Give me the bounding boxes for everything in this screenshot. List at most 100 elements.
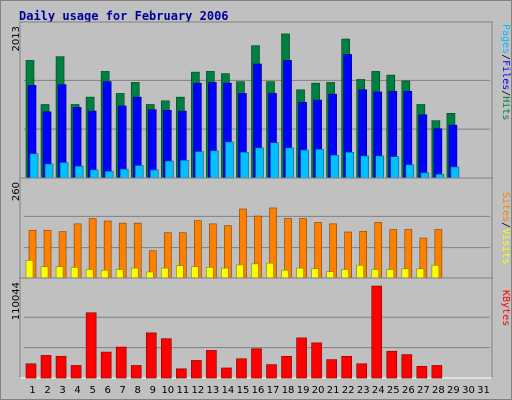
x-tick-label: 12	[192, 385, 205, 396]
bar-pages-day-25	[390, 156, 400, 179]
legend-kbytes: KBytes	[500, 290, 511, 326]
bar-pages-day-27	[420, 172, 430, 179]
bar-kbytes-day-28	[431, 365, 443, 379]
x-tick-label: 25	[387, 385, 400, 396]
bar-pages-day-13	[210, 150, 219, 179]
x-tick-label: 27	[417, 385, 430, 396]
chart-panels: 2013 Pages/Files/Hits 260 Sites/Visits 11004…	[11, 21, 511, 379]
bar-kbytes-day-13	[206, 350, 217, 379]
bar-pages-day-4	[74, 165, 84, 179]
bar-kbytes-day-5	[85, 312, 97, 379]
bar-pages-day-26	[405, 164, 415, 179]
bar-visits-day-19	[296, 267, 304, 279]
x-tick-label: 9	[150, 385, 156, 396]
x-tick-label: 16	[252, 385, 265, 396]
bar-pages-day-10	[164, 160, 174, 179]
bar-kbytes-day-17	[266, 364, 277, 379]
x-tick-label: 11	[176, 385, 189, 396]
bar-kbytes-day-16	[251, 348, 262, 379]
x-tick-label: 8	[135, 385, 141, 396]
x-tick-label: 15	[237, 385, 250, 396]
x-tick-label: 13	[207, 385, 220, 396]
bar-kbytes-day-3	[55, 355, 67, 379]
bar-visits-day-16	[251, 263, 259, 279]
bar-pages-day-12	[195, 151, 204, 179]
bar-pages-day-21	[330, 154, 339, 179]
x-tick-label: 14	[222, 385, 235, 396]
x-tick-label: 19	[297, 385, 310, 396]
legend-pages: Pages	[500, 24, 511, 54]
bar-visits-day-15	[236, 264, 244, 279]
panel-legend: KBytes	[500, 290, 511, 326]
bar-visits-day-12	[191, 266, 199, 279]
bar-pages-day-5	[89, 169, 99, 179]
bar-visits-day-24	[371, 269, 380, 279]
bar-visits-day-21	[326, 271, 334, 279]
x-tick-label: 4	[74, 385, 80, 396]
bar-pages-day-3	[59, 162, 69, 179]
bar-kbytes-day-14	[221, 367, 232, 379]
bar-kbytes-day-19	[296, 337, 307, 379]
bar-kbytes-day-18	[281, 355, 292, 379]
bar-pages-day-8	[134, 165, 144, 179]
x-tick-label: 17	[267, 385, 280, 396]
bar-kbytes-day-10	[160, 338, 172, 379]
bar-files-day-27	[418, 114, 428, 179]
bar-pages-day-2	[44, 163, 54, 179]
x-tick-label: 28	[432, 385, 445, 396]
bar-visits-day-23	[356, 264, 365, 279]
bar-kbytes-day-27	[416, 365, 428, 379]
bar-visits-day-4	[70, 267, 79, 279]
x-tick-label: 29	[447, 385, 460, 396]
bar-kbytes-day-20	[311, 342, 322, 379]
x-tick-label: 20	[312, 385, 325, 396]
chart-title: Daily usage for February 2006	[19, 9, 229, 23]
x-tick-label: 26	[402, 385, 415, 396]
bar-kbytes-day-22	[341, 355, 352, 379]
bar-kbytes-day-15	[236, 358, 247, 379]
bar-pages-day-9	[149, 169, 159, 179]
bar-visits-day-20	[311, 268, 319, 279]
x-tick-label: 1	[29, 385, 35, 396]
bar-kbytes-day-9	[145, 332, 157, 379]
bar-pages-day-24	[375, 155, 385, 179]
bar-visits-day-10	[160, 267, 169, 279]
bar-visits-day-6	[100, 269, 109, 279]
bar-files-day-9	[147, 109, 157, 179]
x-tick-label: 2	[44, 385, 50, 396]
bar-kbytes-day-12	[191, 360, 202, 379]
bar-kbytes-day-21	[326, 359, 337, 379]
bar-pages-day-28	[435, 174, 445, 179]
bar-kbytes-day-24	[371, 285, 383, 379]
legend-hits: Hits	[500, 96, 511, 120]
bar-pages-day-22	[345, 151, 354, 179]
legend-sites: Sites	[500, 192, 511, 222]
bar-visits-day-2	[40, 266, 49, 279]
bar-sites-day-5	[88, 218, 97, 279]
bar-pages-day-7	[119, 168, 129, 179]
bar-kbytes-day-4	[70, 365, 82, 379]
bar-kbytes-day-11	[176, 368, 187, 379]
bar-files-day-5	[87, 110, 97, 179]
bar-pages-day-11	[180, 160, 189, 179]
bar-pages-day-19	[300, 149, 309, 179]
bar-pages-day-1	[29, 153, 39, 179]
x-tick-label: 24	[372, 385, 385, 396]
panel-legend: Sites/Visits	[500, 192, 511, 264]
x-axis-labels: 1 2 3 4 5 6 7 8 9 10 11 12 13 14 15 16 17 18 19 20 21 22 23 24 2…	[29, 385, 490, 396]
bar-visits-day-17	[266, 262, 274, 279]
bar-files-day-6	[102, 81, 112, 179]
bar-kbytes-day-1	[25, 363, 37, 379]
panel-legend: Pages/Files/Hits	[500, 24, 511, 120]
bar-visits-day-28	[431, 264, 440, 279]
panel-1: 2013 Pages/Files/Hits	[11, 21, 511, 179]
bar-visits-day-11	[176, 265, 184, 279]
bar-kbytes-day-2	[40, 355, 52, 379]
x-tick-label: 18	[282, 385, 295, 396]
bar-visits-day-1	[25, 260, 34, 279]
bar-visits-day-9	[145, 271, 154, 279]
bar-files-day-28	[433, 128, 443, 179]
bar-visits-day-13	[206, 267, 214, 279]
bar-pages-day-6	[104, 171, 114, 179]
